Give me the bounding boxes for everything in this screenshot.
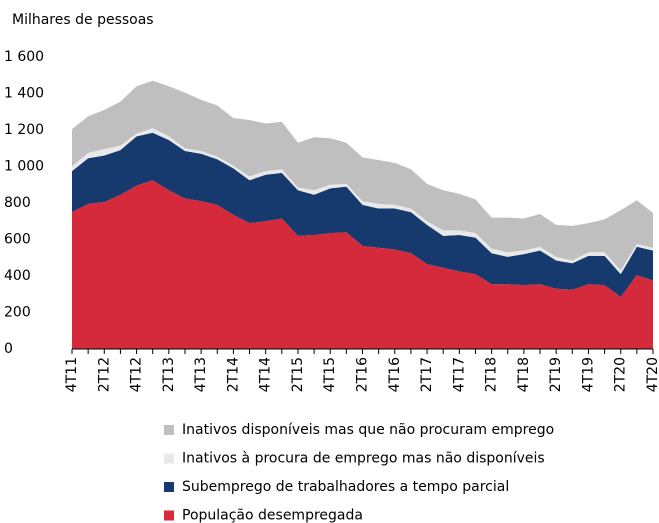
legend-swatch [164, 425, 174, 435]
x-tick-label: 4T13 [193, 357, 209, 392]
x-tick-label: 2T17 [419, 357, 435, 392]
x-tick-label: 4T20 [645, 357, 659, 392]
x-tick-label: 2T18 [484, 357, 500, 392]
x-tick-label: 2T13 [161, 357, 177, 392]
x-tick-label: 4T16 [387, 357, 403, 392]
x-tick-label: 4T18 [516, 357, 532, 392]
y-tick-label: 0 [4, 341, 13, 357]
legend-swatch [164, 453, 174, 464]
y-tick-label: 800 [4, 195, 31, 211]
y-tick-label: 400 [4, 268, 31, 284]
y-tick-label: 1 400 [4, 86, 44, 102]
legend-swatch [164, 482, 174, 492]
y-axis-label: Milhares de pessoas [12, 12, 154, 28]
x-tick-label: 2T16 [355, 357, 371, 392]
x-tick-label: 2T14 [225, 357, 241, 392]
legend-label: Subemprego de trabalhadores a tempo parc… [182, 479, 509, 495]
legend-label: Inativos à procura de emprego mas não di… [182, 451, 545, 467]
y-tick-label: 1 000 [4, 159, 44, 175]
y-tick-label: 1 600 [4, 49, 44, 65]
y-tick-label: 200 [4, 305, 31, 321]
x-tick-label: 2T15 [290, 357, 306, 392]
x-tick-label: 2T12 [96, 357, 112, 392]
area [72, 80, 653, 271]
legend-label: População desempregada [182, 508, 363, 523]
x-tick-label: 4T17 [451, 357, 467, 392]
area [72, 132, 653, 297]
x-tick-label: 4T14 [258, 357, 274, 392]
x-tick-label: 4T19 [580, 357, 596, 392]
x-tick-label: 2T20 [613, 357, 629, 392]
x-tick-label: 4T15 [322, 357, 338, 392]
x-tick-label: 4T11 [64, 357, 80, 392]
x-tick-label: 2T19 [548, 357, 564, 392]
y-tick-label: 1 200 [4, 122, 44, 138]
legend-label: Inativos disponíveis mas que não procura… [182, 422, 554, 438]
y-tick-label: 600 [4, 232, 31, 248]
area [72, 180, 653, 349]
x-tick-label: 4T12 [129, 357, 145, 392]
legend-swatch [164, 510, 174, 521]
